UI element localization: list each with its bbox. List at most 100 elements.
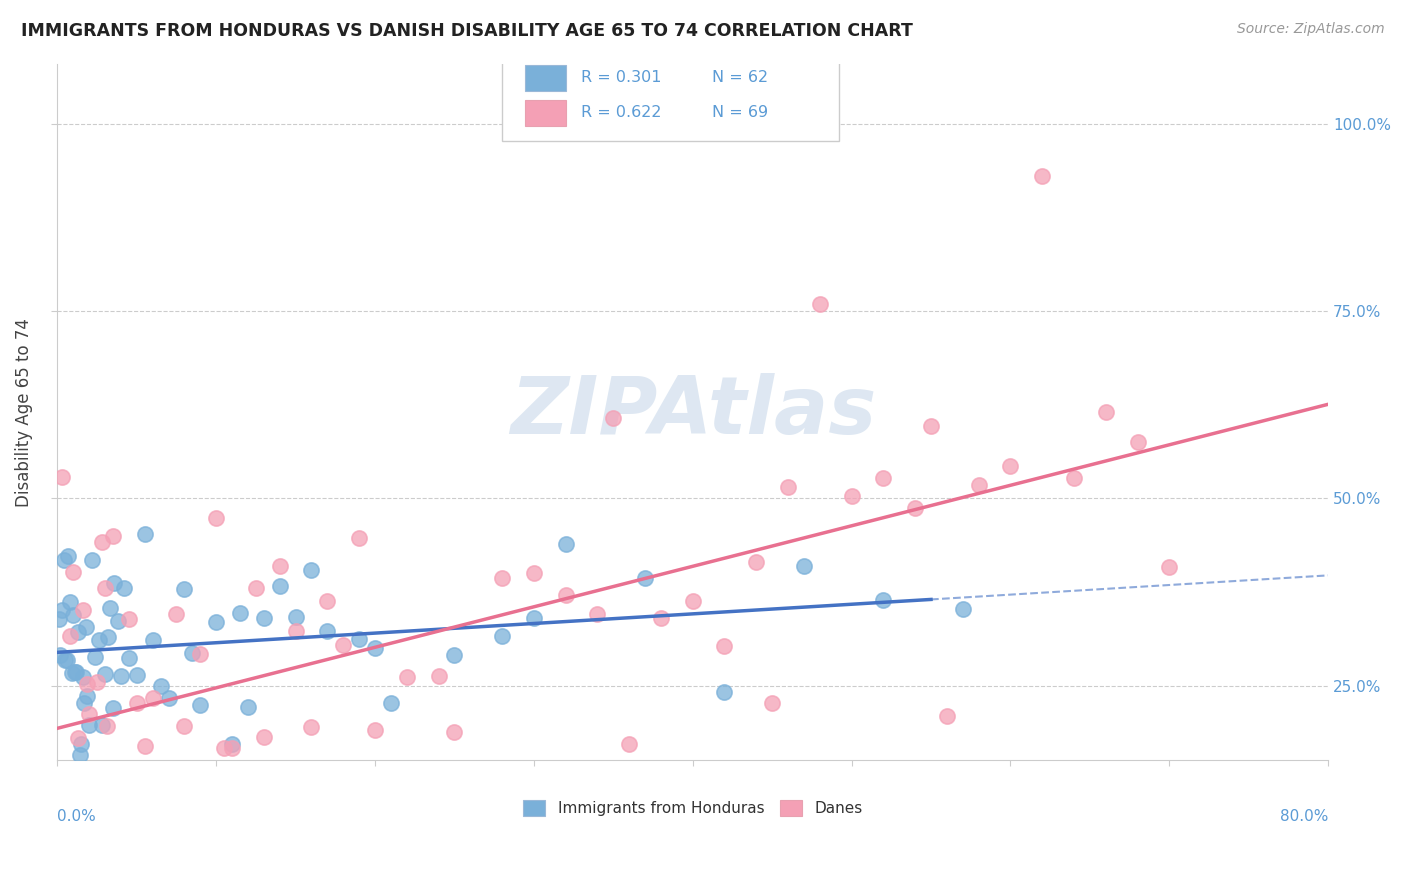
Point — [82, 794, 104, 808]
Point — [872, 471, 894, 485]
Point — [904, 501, 927, 516]
Point — [205, 615, 228, 629]
Text: N = 69: N = 69 — [711, 105, 768, 120]
Point — [62, 607, 84, 622]
Point — [1126, 435, 1149, 450]
Point — [77, 718, 100, 732]
FancyBboxPatch shape — [502, 50, 839, 141]
Point — [142, 632, 165, 647]
Point — [181, 647, 204, 661]
Point — [713, 639, 735, 653]
Point — [118, 612, 141, 626]
Point — [713, 684, 735, 698]
Point — [967, 478, 990, 492]
Legend: Immigrants from Honduras, Danes: Immigrants from Honduras, Danes — [516, 794, 869, 822]
Point — [491, 629, 513, 643]
Point — [56, 841, 79, 855]
Point — [52, 552, 75, 566]
Point — [586, 607, 609, 621]
Point — [76, 690, 98, 704]
Text: R = 0.622: R = 0.622 — [581, 105, 661, 120]
Point — [236, 700, 259, 714]
Point — [66, 624, 89, 639]
Point — [793, 558, 815, 573]
Point — [460, 786, 482, 800]
Point — [316, 593, 339, 607]
Point — [97, 630, 120, 644]
Point — [617, 737, 640, 751]
Point — [634, 571, 657, 585]
Text: Source: ZipAtlas.com: Source: ZipAtlas.com — [1237, 22, 1385, 37]
Point — [63, 665, 86, 680]
FancyBboxPatch shape — [524, 65, 565, 91]
Point — [53, 866, 76, 880]
Point — [253, 611, 276, 625]
Point — [94, 667, 117, 681]
Point — [523, 610, 546, 624]
Point — [650, 611, 672, 625]
Point — [269, 559, 291, 574]
Point — [82, 553, 104, 567]
Point — [77, 707, 100, 722]
Point — [1063, 471, 1085, 485]
FancyBboxPatch shape — [524, 100, 565, 126]
Point — [380, 697, 402, 711]
Point — [125, 696, 148, 710]
Point — [301, 563, 323, 577]
Point — [165, 607, 187, 621]
Point — [395, 670, 418, 684]
Text: N = 62: N = 62 — [711, 70, 768, 86]
Point — [364, 640, 387, 655]
Point — [112, 582, 135, 596]
Point — [284, 610, 307, 624]
Point — [745, 555, 768, 569]
Point — [72, 670, 94, 684]
Point — [253, 730, 276, 744]
Text: 0.0%: 0.0% — [58, 809, 96, 824]
Point — [761, 696, 783, 710]
Point — [90, 535, 112, 549]
Point — [347, 632, 370, 646]
Point — [776, 480, 799, 494]
Point — [301, 720, 323, 734]
Point — [66, 731, 89, 745]
Point — [475, 792, 498, 806]
Point — [87, 632, 110, 647]
Point — [142, 690, 165, 705]
Point — [65, 665, 87, 680]
Point — [94, 581, 117, 595]
Point — [872, 592, 894, 607]
Point — [221, 737, 243, 751]
Point — [205, 511, 228, 525]
Point — [245, 581, 267, 595]
Point — [53, 653, 76, 667]
Point — [49, 648, 72, 662]
Point — [808, 297, 831, 311]
Point — [188, 698, 211, 712]
Point — [125, 668, 148, 682]
Point — [101, 529, 124, 543]
Point — [60, 665, 83, 680]
Point — [90, 718, 112, 732]
Point — [443, 648, 465, 662]
Point — [1159, 559, 1181, 574]
Point — [58, 549, 80, 563]
Point — [70, 737, 93, 751]
Point — [221, 740, 243, 755]
Point — [98, 600, 121, 615]
Point — [110, 669, 132, 683]
Point — [935, 708, 957, 723]
Point — [523, 566, 546, 581]
Point — [118, 650, 141, 665]
Point — [51, 603, 73, 617]
Point — [62, 565, 84, 579]
Point — [952, 602, 974, 616]
Point — [84, 649, 107, 664]
Point — [188, 647, 211, 661]
Point — [157, 691, 180, 706]
Text: IMMIGRANTS FROM HONDURAS VS DANISH DISABILITY AGE 65 TO 74 CORRELATION CHART: IMMIGRANTS FROM HONDURAS VS DANISH DISAB… — [21, 22, 912, 40]
Point — [51, 469, 73, 483]
Point — [491, 571, 513, 585]
Point — [86, 674, 108, 689]
Point — [1094, 404, 1116, 418]
